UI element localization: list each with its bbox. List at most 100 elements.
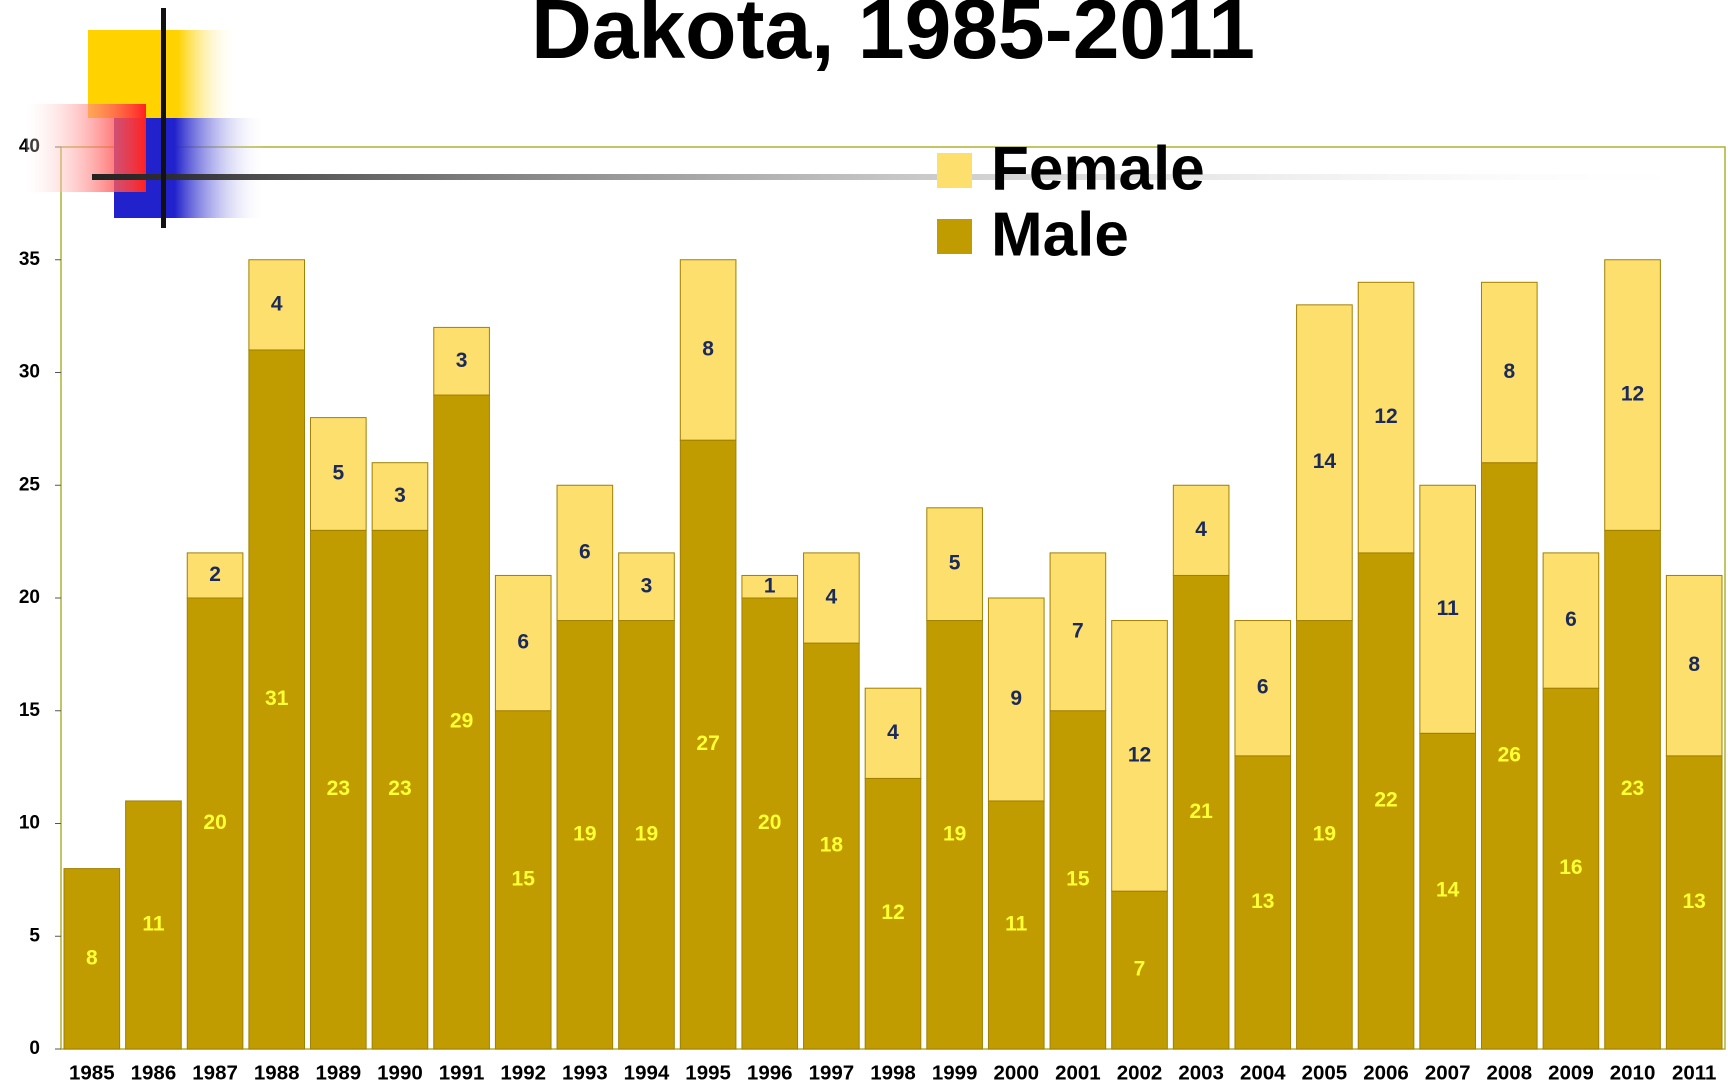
y-tick-label: 5: [29, 925, 40, 946]
bar-segment: [741, 574, 799, 599]
bar-segment: [679, 439, 737, 1050]
data-label: 23: [388, 777, 411, 800]
bar-segment: [1604, 529, 1661, 1050]
data-label: 5: [332, 462, 344, 485]
data-label: 19: [635, 822, 658, 845]
data-label: 12: [881, 901, 904, 924]
chart-title: Dakota, 1985-2011: [531, 0, 1255, 76]
x-tick-label: 2004: [1240, 1061, 1286, 1084]
x-tick-label: 2010: [1610, 1061, 1656, 1084]
x-tick-label: 2002: [1117, 1061, 1163, 1084]
bar-segment: [1357, 281, 1415, 554]
bar-segment: [1049, 710, 1107, 1050]
data-label: 8: [1503, 360, 1515, 383]
bar-segment: [494, 574, 552, 712]
data-label: 12: [1621, 383, 1644, 406]
bar-segment: [248, 259, 306, 351]
y-tick-label: 20: [19, 587, 40, 608]
x-tick-label: 2001: [1055, 1061, 1101, 1084]
bar-segment: [433, 326, 490, 396]
bar-segment: [186, 552, 244, 599]
data-label: 1: [764, 574, 776, 597]
y-tick-label: 15: [19, 700, 41, 721]
data-label: 4: [271, 292, 283, 315]
data-label: 4: [826, 586, 838, 609]
bar-segment: [371, 462, 429, 531]
bar-segment: [1357, 552, 1415, 1050]
legend-label: Male: [991, 200, 1129, 269]
x-tick-label: 2008: [1486, 1061, 1532, 1084]
decoration: [26, 8, 1728, 228]
bar-segment: [1296, 620, 1353, 1050]
x-tick-label: 1991: [439, 1061, 485, 1084]
bar-segment: [125, 800, 182, 1050]
data-label: 3: [394, 484, 406, 507]
x-tick-label: 1985: [69, 1061, 115, 1084]
bar-segment: [618, 552, 675, 622]
bar-segment: [864, 777, 922, 1050]
data-label: 29: [450, 710, 473, 733]
x-tick-label: 1999: [932, 1061, 978, 1084]
data-label: 31: [265, 687, 289, 710]
data-label: 15: [1066, 867, 1090, 890]
y-tick-label: 35: [19, 249, 41, 270]
x-tick-label: 1992: [500, 1061, 546, 1084]
x-tick-label: 2000: [993, 1061, 1039, 1084]
x-tick-label: 1988: [254, 1061, 300, 1084]
bar-segment: [1111, 620, 1168, 892]
x-tick-label: 1987: [192, 1061, 238, 1084]
bar-segment: [1172, 574, 1230, 1050]
x-tick-label: 1998: [870, 1061, 916, 1084]
bar-segment: [556, 484, 614, 622]
bar-segment: [433, 394, 490, 1050]
data-label: 14: [1436, 879, 1460, 902]
x-tick-label: 1993: [562, 1061, 608, 1084]
x-tick-label: 1989: [316, 1061, 362, 1084]
bar-segment: [803, 552, 860, 644]
bar-segment: [679, 259, 737, 441]
data-label: 6: [1257, 676, 1269, 699]
bar-segment: [248, 349, 306, 1050]
y-tick-label: 0: [29, 1038, 40, 1059]
x-tick-label: 2011: [1672, 1061, 1716, 1084]
bar-segment: [741, 597, 799, 1050]
x-tick-label: 1994: [624, 1061, 670, 1084]
bar-segment: [1665, 574, 1723, 757]
data-label: 20: [203, 811, 226, 834]
data-label: 8: [86, 946, 98, 969]
bar-segment: [987, 597, 1045, 802]
data-label: 7: [1072, 619, 1084, 642]
data-label: 12: [1128, 743, 1151, 766]
data-label: 3: [456, 349, 468, 372]
bar-segment: [987, 800, 1045, 1050]
data-label: 4: [887, 721, 899, 744]
bar-segment: [1419, 484, 1476, 734]
data-label: 11: [1005, 913, 1028, 936]
x-tick-label: 1986: [131, 1061, 177, 1084]
bar-segment: [556, 620, 614, 1050]
bar-segment: [1234, 755, 1292, 1050]
bar-segment: [63, 868, 121, 1050]
data-label: 14: [1313, 450, 1337, 473]
bar-segment: [1049, 552, 1107, 712]
data-label: 27: [696, 732, 719, 755]
data-label: 18: [820, 834, 844, 857]
data-label: 8: [1688, 653, 1700, 676]
bar-segment: [1419, 732, 1476, 1050]
bar-segment: [1111, 890, 1168, 1050]
data-label: 15: [512, 867, 536, 890]
legend-swatch: [937, 153, 972, 188]
bar-segment: [494, 710, 552, 1050]
bar-segment: [926, 620, 983, 1050]
data-label: 13: [1251, 890, 1274, 913]
data-label: 6: [579, 540, 591, 563]
x-tick-label: 1996: [747, 1061, 793, 1084]
data-label: 2: [209, 563, 221, 586]
plot-area: 0510152025303540819851119862021987314198…: [19, 136, 1726, 1084]
legend-label: Female: [991, 134, 1205, 203]
bar-segment: [618, 620, 675, 1050]
y-tick-label: 25: [19, 474, 41, 495]
data-label: 23: [327, 777, 350, 800]
data-label: 4: [1195, 518, 1207, 541]
